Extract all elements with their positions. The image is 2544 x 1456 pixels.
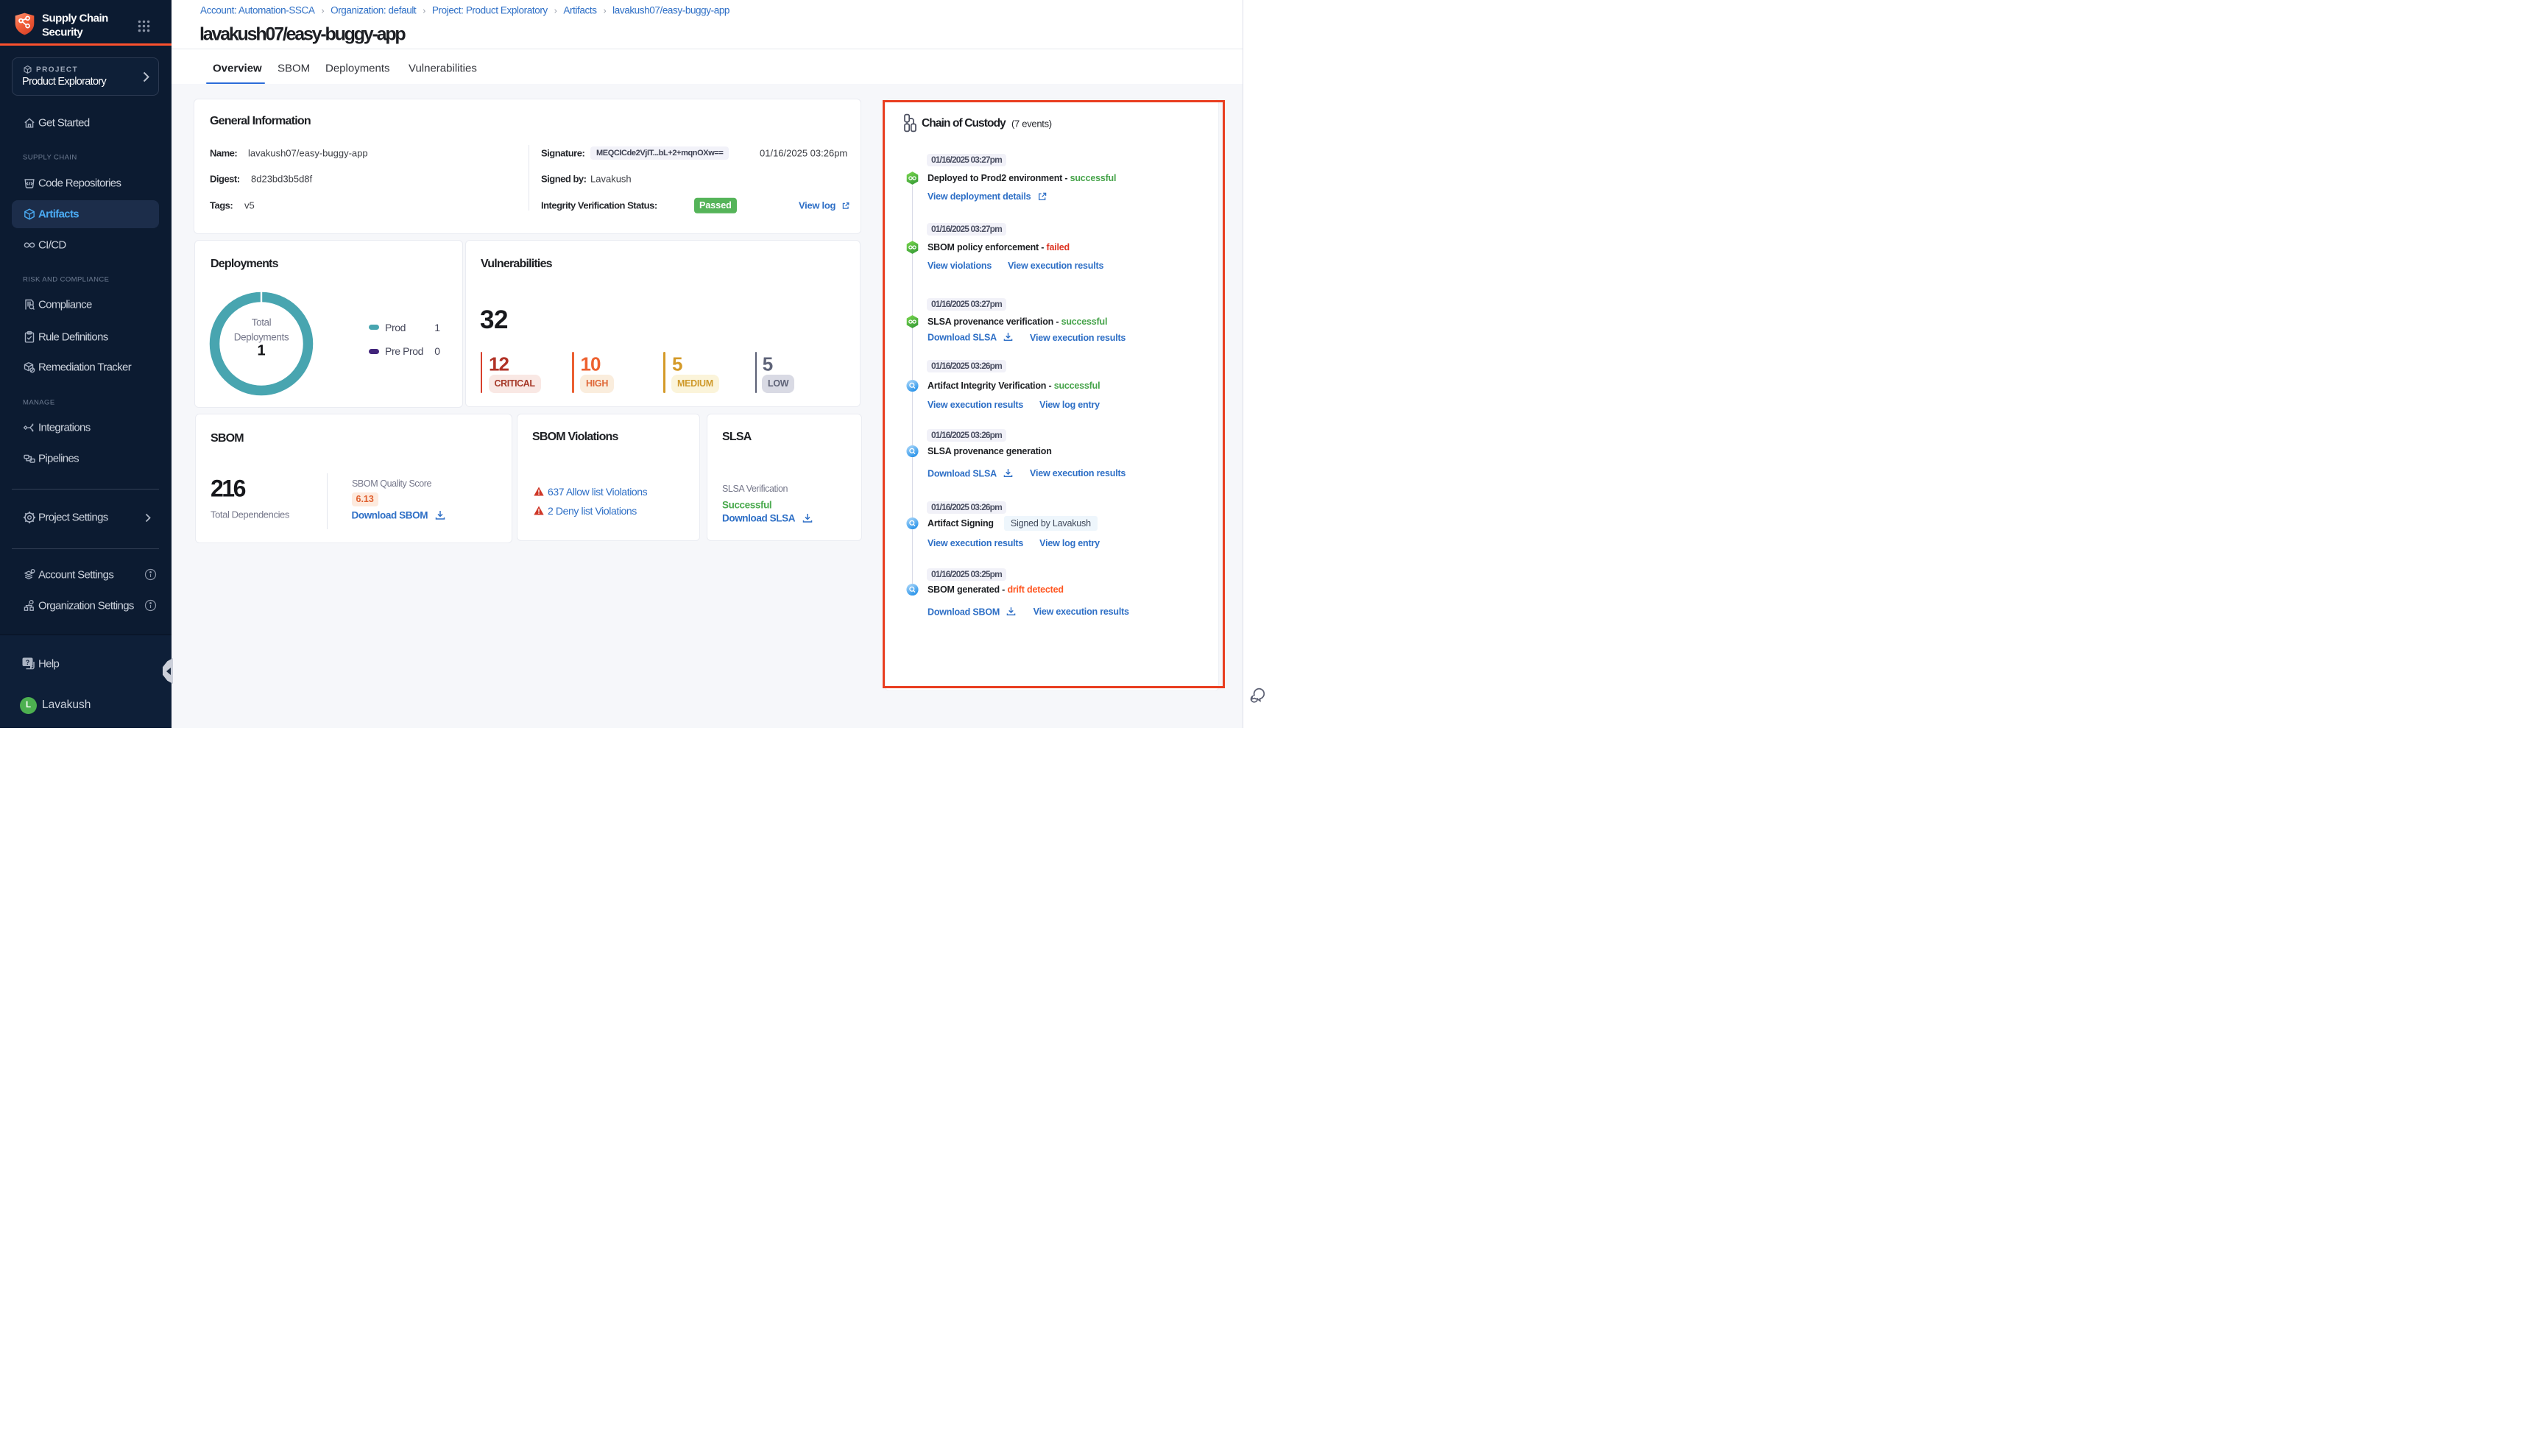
svg-text:?: ?: [26, 659, 30, 666]
